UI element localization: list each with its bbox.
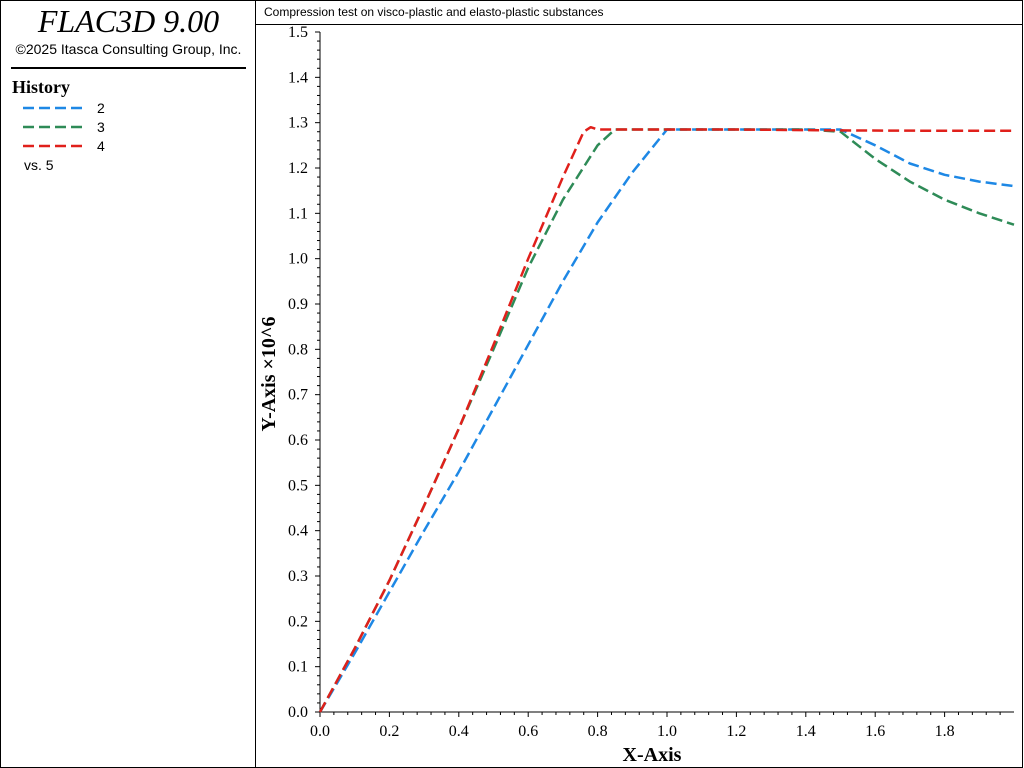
y-tick-label: 0.8 bbox=[288, 341, 308, 358]
series-line-3 bbox=[318, 128, 1015, 713]
legend-swatch-2 bbox=[23, 106, 87, 110]
x-tick-label: 1.2 bbox=[726, 723, 746, 740]
y-tick-label: 0.7 bbox=[288, 387, 308, 404]
chart: 0.0 0.1 0.2 0.3 0.4 0.5 0.6 0.7 0.8 0.9 1.0 1.1 1.2 1… bbox=[258, 24, 1015, 766]
sidebar: FLAC3D 9.00 ©2025 Itasca Consulting Grou… bbox=[0, 0, 256, 768]
legend-label-2: 2 bbox=[97, 100, 105, 116]
legend-label-3: 3 bbox=[97, 119, 105, 135]
series-line-2 bbox=[318, 128, 1015, 713]
legend-swatch-3 bbox=[23, 125, 87, 129]
y-tick-label: 1.1 bbox=[288, 205, 308, 222]
x-tick-label: 0.6 bbox=[518, 723, 538, 740]
series-line-4 bbox=[318, 125, 1014, 713]
x-tick-label: 0.8 bbox=[588, 723, 608, 740]
y-tick-label: 0.1 bbox=[288, 659, 308, 676]
x-tick-label: 0.4 bbox=[449, 723, 469, 740]
x-tick-label: 0.2 bbox=[379, 723, 399, 740]
y-tick-label: 0.0 bbox=[288, 704, 308, 721]
x-tick-label: 1.4 bbox=[796, 723, 816, 740]
y-tick-label: 1.2 bbox=[288, 160, 308, 177]
y-tick-label: 1.3 bbox=[288, 115, 308, 132]
y-tick-label: 1.0 bbox=[288, 251, 308, 268]
legend-label-4: 4 bbox=[97, 138, 105, 154]
y-tick-label: 0.4 bbox=[288, 523, 308, 540]
x-tick-label: 1.8 bbox=[935, 723, 955, 740]
legend-vs-label: vs. 5 bbox=[24, 157, 54, 173]
legend-swatch-4 bbox=[23, 144, 87, 148]
copyright-text: ©2025 Itasca Consulting Group, Inc. bbox=[15, 41, 242, 57]
y-tick-label: 0.9 bbox=[288, 296, 308, 313]
plot-title: Compression test on visco-plastic and el… bbox=[264, 5, 604, 19]
plot-panel: Compression test on visco-plastic and el… bbox=[255, 0, 1023, 768]
y-tick-label: 0.3 bbox=[288, 568, 308, 585]
title-divider bbox=[256, 24, 1022, 25]
y-tick-label: 0.5 bbox=[288, 477, 308, 494]
y-tick-label: 1.5 bbox=[288, 24, 308, 41]
y-tick-label: 0.6 bbox=[288, 432, 308, 449]
y-axis-label: Y-Axis ×10^6 bbox=[258, 316, 280, 431]
x-tick-label: 0.0 bbox=[310, 723, 330, 740]
x-tick-label: 1.6 bbox=[865, 723, 885, 740]
y-tick-label: 0.2 bbox=[288, 613, 308, 630]
x-tick-label: 1.0 bbox=[657, 723, 677, 740]
app-title: FLAC3D 9.00 bbox=[37, 3, 220, 39]
x-axis-label: X-Axis bbox=[623, 744, 682, 766]
sidebar-divider bbox=[11, 67, 246, 69]
history-heading: History bbox=[12, 77, 70, 97]
y-tick-label: 1.4 bbox=[288, 69, 308, 86]
